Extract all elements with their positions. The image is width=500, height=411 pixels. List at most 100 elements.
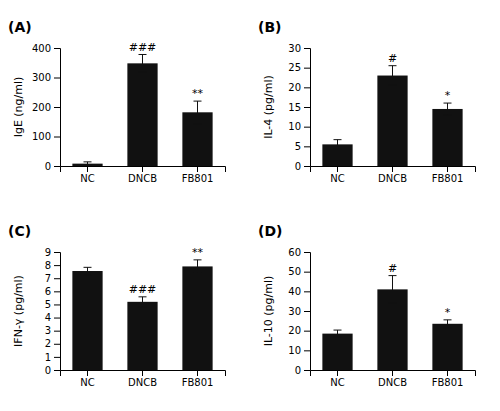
y-tick: 30 (288, 306, 310, 317)
error-cap (84, 161, 92, 162)
panel: 0123456789NCDNCBFB801IFN-γ (pg/ml)###**(… (8, 223, 226, 388)
y-tick: 5 (45, 299, 60, 310)
error-cap (444, 114, 452, 115)
error-cap (389, 85, 397, 86)
x-tick: DNCB (128, 166, 157, 184)
x-tick-label: FB801 (182, 377, 214, 388)
error-cap (139, 306, 147, 307)
y-tick-mark (54, 304, 60, 305)
x-tick-mark (142, 370, 143, 376)
error-bar (334, 140, 342, 149)
error-cap (334, 337, 342, 338)
error-line (337, 140, 338, 149)
y-tick-label: 50 (288, 266, 301, 277)
x-axis-line (61, 371, 226, 377)
y-tick-label: 100 (32, 131, 51, 142)
x-tick: FB801 (182, 166, 214, 184)
x-tick-mark (197, 370, 198, 376)
x-tick: DNCB (378, 370, 407, 388)
bar (377, 76, 407, 166)
error-line (87, 162, 88, 166)
x-tick: NC (80, 370, 94, 388)
x-tick-mark (142, 166, 143, 172)
annotation: ### (129, 283, 157, 296)
y-tick: 0 (295, 161, 310, 172)
bar (182, 266, 212, 370)
y-axis-title: IFN-γ (pg/ml) (12, 275, 25, 347)
error-bar (444, 103, 452, 115)
error-line (447, 103, 448, 115)
error-cap (334, 149, 342, 150)
x-tick: NC (330, 166, 344, 184)
error-bar (84, 162, 92, 166)
error-cap (334, 330, 342, 331)
error-cap (389, 303, 397, 304)
panel-label: (B) (258, 19, 281, 35)
error-cap (84, 165, 92, 166)
y-axis: 0102030405060 (288, 247, 310, 376)
x-tick-mark (392, 166, 393, 172)
x-tick-label: DNCB (128, 377, 157, 388)
x-axis: NCDNCBFB801 (61, 166, 226, 184)
x-tick: NC (330, 370, 344, 388)
error-cap (139, 54, 147, 55)
y-tick-mark (54, 278, 60, 279)
x-tick: FB801 (182, 370, 214, 388)
error-line (197, 101, 198, 123)
y-tick-mark (304, 107, 310, 108)
x-tick-label: FB801 (182, 173, 214, 184)
error-cap (444, 319, 452, 320)
y-tick-label: 25 (288, 62, 301, 73)
annotation: * (445, 306, 451, 319)
y-tick: 10 (288, 345, 310, 356)
x-tick-label: DNCB (128, 173, 157, 184)
bar (432, 324, 462, 370)
y-axis: 051015202530 (288, 43, 310, 172)
y-tick-label: 7 (45, 273, 51, 284)
y-tick-mark (54, 166, 60, 167)
error-cap (194, 123, 202, 124)
y-tick-label: 0 (45, 161, 51, 172)
chart-container: 0100200300400NCDNCBFB801IgE (ng/ml)###**… (0, 0, 500, 411)
figure: 0100200300400NCDNCBFB801IgE (ng/ml)###**… (0, 0, 500, 411)
y-tick-mark (304, 68, 310, 69)
annotation: ** (192, 87, 204, 100)
x-tick-mark (87, 370, 88, 376)
y-tick: 1 (45, 352, 60, 363)
panel-label: (D) (258, 223, 282, 239)
y-tick-label: 200 (32, 102, 51, 113)
y-tick-mark (54, 78, 60, 79)
error-cap (444, 103, 452, 104)
y-tick-mark (304, 350, 310, 351)
x-tick: FB801 (432, 166, 464, 184)
error-line (142, 297, 143, 307)
annotation: ** (192, 246, 204, 259)
error-cap (389, 275, 397, 276)
y-tick-mark (54, 252, 60, 253)
panel: 051015202530NCDNCBFB801IL-4 (pg/ml)#*(B) (258, 19, 476, 184)
y-tick: 0 (295, 365, 310, 376)
y-tick: 0 (45, 161, 60, 172)
y-tick: 10 (288, 121, 310, 132)
panel-label: (C) (8, 223, 31, 239)
y-tick: 30 (288, 43, 310, 54)
x-tick-label: NC (330, 173, 344, 184)
y-axis: 0100200300400 (32, 43, 61, 172)
y-tick-mark (54, 291, 60, 292)
panel: 0102030405060NCDNCBFB801IL-10 (pg/ml)#*(… (258, 223, 476, 388)
y-axis-title: IgE (ng/ml) (12, 77, 25, 138)
y-tick-label: 300 (32, 72, 51, 83)
x-tick-label: NC (80, 377, 94, 388)
y-tick-label: 6 (45, 286, 51, 297)
error-bar (194, 101, 202, 123)
x-tick-label: NC (330, 377, 344, 388)
y-tick-label: 20 (288, 325, 301, 336)
error-bar (139, 54, 147, 72)
x-tick-mark (337, 370, 338, 376)
y-tick: 8 (45, 260, 60, 271)
y-axis-line (304, 253, 311, 371)
y-tick: 200 (32, 102, 60, 113)
error-cap (194, 101, 202, 102)
y-tick-label: 60 (288, 247, 301, 258)
y-tick-mark (304, 252, 310, 253)
